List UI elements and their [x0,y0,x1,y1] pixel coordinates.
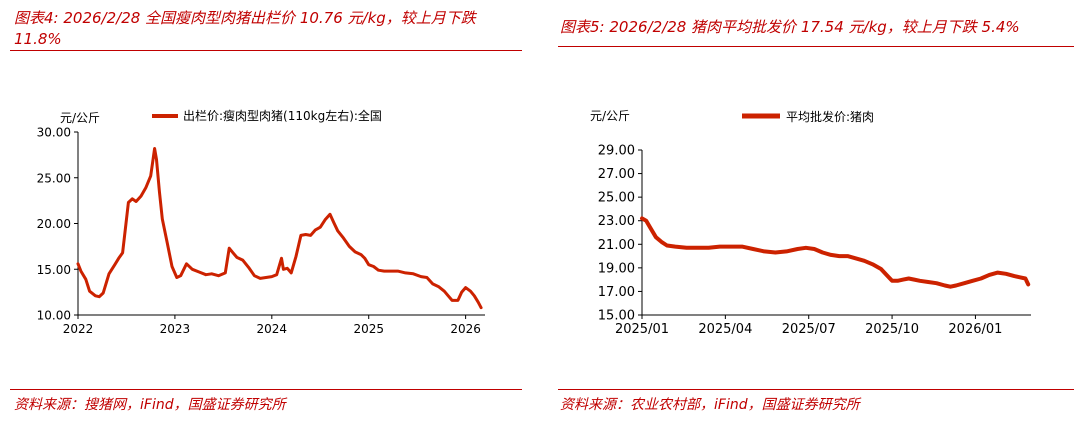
right-source-note: 资料来源：农业农村部，iFind，国盛证券研究所 [560,397,860,413]
x-tick-label: 2025/10 [865,322,919,337]
y-tick-label: 25.00 [598,191,635,206]
left-unit-label: 元/公斤 [60,111,100,125]
y-tick-label: 21.00 [598,238,635,253]
y-tick-label: 15.00 [598,309,635,324]
left-legend-label: 出栏价:瘦肉型肉猪(110kg左右):全国 [183,108,382,123]
right-source-rule [558,389,1074,390]
right-title-rule [558,46,1074,47]
y-tick-label: 27.00 [598,167,635,182]
x-tick-label: 2023 [160,322,191,336]
y-tick-label: 25.00 [37,171,71,185]
y-tick-label: 15.00 [37,263,71,277]
y-tick-label: 29.00 [598,144,635,159]
y-tick-label: 30.00 [37,126,71,140]
right-unit-label: 元/公斤 [590,109,630,123]
y-tick-label: 17.00 [598,285,635,300]
y-tick-label: 20.00 [37,217,71,231]
right-chart-panel: 图表5: 2026/2/28 猪肉平均批发价 17.54 元/kg，较上月下跌 … [548,0,1080,427]
y-tick-label: 23.00 [598,214,635,229]
left-chart: 元/公斤 出栏价:瘦肉型肉猪(110kg左右):全国 10.00 15.00 20.… [37,108,485,336]
left-chart-title: 图表4: 2026/2/28 全国瘦肉型肉猪出栏价 10.76 元/kg，较上月… [14,9,476,48]
x-tick-label: 2025/04 [698,322,752,337]
x-tick-label: 2025/01 [615,322,669,337]
series-line [640,216,1031,289]
y-tick-label: 10.00 [37,309,71,323]
x-tick-label: 2022 [63,322,94,336]
x-tick-label: 2026/01 [948,322,1002,337]
left-source-rule [10,389,522,390]
y-tick-label: 19.00 [598,261,635,276]
right-chart-title: 图表5: 2026/2/28 猪肉平均批发价 17.54 元/kg，较上月下跌 … [560,18,1020,36]
series-line [76,147,483,310]
left-title-rule [10,50,522,51]
x-tick-label: 2024 [257,322,288,336]
right-legend-label: 平均批发价:猪肉 [786,109,874,124]
right-chart: 元/公斤 平均批发价:猪肉 15.00 17.00 19.00 21.00 23.00 2… [590,109,1031,337]
x-tick-label: 2026 [450,322,481,336]
left-source-note: 资料来源：搜猪网，iFind，国盛证券研究所 [14,397,286,413]
x-tick-label: 2025/07 [782,322,836,337]
x-tick-label: 2025 [353,322,384,336]
left-chart-panel: 图表4: 2026/2/28 全国瘦肉型肉猪出栏价 10.76 元/kg，较上月… [0,0,530,427]
